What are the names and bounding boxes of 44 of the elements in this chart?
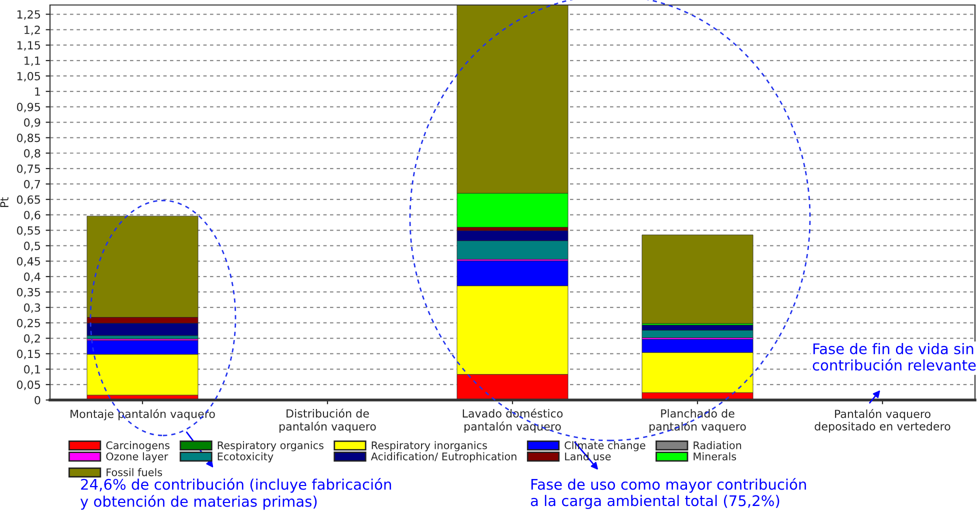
y-tick-label: 0,2 (24, 334, 40, 344)
legend-label: Ozone layer (106, 452, 168, 462)
y-tick-label: 0,1 (24, 365, 40, 375)
x-tick-label: Montaje pantalón vaquero (70, 409, 215, 420)
y-tick-label: 0,25 (16, 318, 40, 328)
legend-label: Carcinogens (106, 441, 170, 452)
legend-label: Minerals (694, 452, 736, 460)
x-tick-label: Lavado doméstico pantalón vaquero (462, 408, 563, 433)
x-tick-label: Planchado de pantalón vaquero (650, 409, 746, 433)
y-tick-label: 0 (34, 396, 40, 404)
legend-label: Ecotoxicity (218, 452, 274, 462)
y-tick-label: 1,1 (24, 56, 40, 66)
legend-label: Acidification/ Eutrophication (370, 452, 516, 462)
y-tick-label: 0,05 (16, 380, 40, 390)
y-tick-label: 0,4 (24, 272, 40, 282)
text: Fase de uso como mayor contribución a la carga ambiental total (75,2%) (530, 478, 806, 510)
y-tick-label: 0,8 (24, 149, 40, 159)
y-tick-label: 1,25 (17, 10, 40, 20)
legend-label: Respiratory organics (218, 441, 324, 452)
y-tick-label: 0,75 (16, 164, 40, 174)
y-tick-label: 1 (35, 88, 40, 96)
y-tick-label: 0,5 (24, 242, 40, 252)
y-tick-label: 0,6 (24, 210, 40, 220)
y-tick-label: 1,05 (17, 72, 40, 82)
x-tick-label: Distribución de pantalón vaquero (280, 408, 376, 433)
x-tick-label: Pantalón vaquero depositado en vertedero (814, 409, 950, 433)
y-tick-label: 0,15 (16, 350, 40, 360)
y-tick-label: 1,2 (24, 26, 40, 36)
text: 24,6% de contribución (incluye fabricación y obtención de materias primas) (80, 478, 392, 510)
annotation: Fase de fin de vida sin contribución relevante (812, 343, 976, 371)
y-tick-label: 0,35 (16, 288, 40, 298)
y-tick-label: 0,45 (16, 257, 40, 267)
y-tick-label: 1,15 (17, 41, 40, 51)
y-axis-title: Pt (0, 197, 8, 207)
legend-label: Respiratory inorganics (372, 441, 487, 452)
legend-label: Fossil fuels (106, 468, 162, 476)
y-tick-label: 0,55 (16, 226, 40, 236)
y-tick-label: 0,7 (24, 180, 40, 190)
y-tick-label: 0,9 (24, 118, 40, 128)
y-tick-label: 0,65 (16, 195, 40, 205)
y-tick-label: 0,3 (24, 303, 40, 313)
y-tick-label: 0,95 (16, 102, 40, 112)
legend-label: Radiation (694, 441, 742, 450)
y-tick-label: 0,85 (16, 134, 40, 144)
